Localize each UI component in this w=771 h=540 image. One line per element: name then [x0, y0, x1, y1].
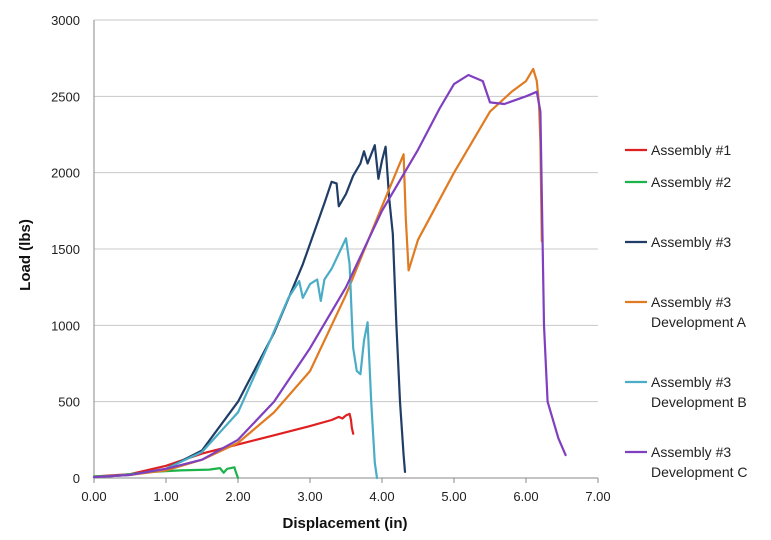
- y-tick-label: 0: [73, 471, 80, 486]
- grid-lines: [94, 19, 598, 403]
- y-axis-title: Load (lbs): [17, 219, 34, 291]
- legend-label-5: Assembly #3: [651, 374, 731, 390]
- x-tick-label: 0.00: [81, 489, 106, 504]
- x-axis-title: Displacement (in): [282, 515, 407, 532]
- series-line-4: [92, 67, 543, 479]
- x-tick-label: 3.00: [297, 489, 322, 504]
- series-lines: [92, 67, 567, 480]
- legend-label-2: Assembly #2: [651, 174, 731, 190]
- y-tick-label: 1000: [51, 318, 80, 333]
- axes: [93, 20, 599, 483]
- series-line-1: [92, 412, 355, 478]
- legend-label-6-line2: Development C: [651, 464, 748, 480]
- y-tick-label: 500: [58, 395, 80, 410]
- x-tick-label: 7.00: [585, 489, 610, 504]
- series-line-6: [92, 73, 567, 479]
- legend-label-4-line2: Development A: [651, 314, 747, 330]
- y-tick-label: 2000: [51, 166, 80, 181]
- legend-label-1: Assembly #1: [651, 142, 731, 158]
- x-tick-label: 6.00: [513, 489, 538, 504]
- x-tick-label: 4.00: [369, 489, 394, 504]
- y-tick-label: 3000: [51, 13, 80, 28]
- series-line-3: [92, 144, 407, 479]
- legend-label-5-line2: Development B: [651, 394, 747, 410]
- legend-label-3: Assembly #3: [651, 234, 731, 250]
- y-tick-label: 1500: [51, 242, 80, 257]
- x-tick-label: 5.00: [441, 489, 466, 504]
- series-line-5: [92, 237, 379, 480]
- legend-label-4: Assembly #3: [651, 294, 731, 310]
- y-tick-labels: 0 500 1000 1500 2000 2500 3000: [51, 13, 80, 486]
- legend: Assembly #1 Assembly #2 Assembly #3 Assembl…: [625, 142, 748, 480]
- x-tick-label: 2.00: [225, 489, 250, 504]
- legend-label-6: Assembly #3: [651, 444, 731, 460]
- x-tick-label: 1.00: [153, 489, 178, 504]
- y-tick-label: 2500: [51, 89, 80, 104]
- x-tick-labels: 0.00 1.00 2.00 3.00 4.00 5.00 6.00 7.00: [81, 489, 610, 504]
